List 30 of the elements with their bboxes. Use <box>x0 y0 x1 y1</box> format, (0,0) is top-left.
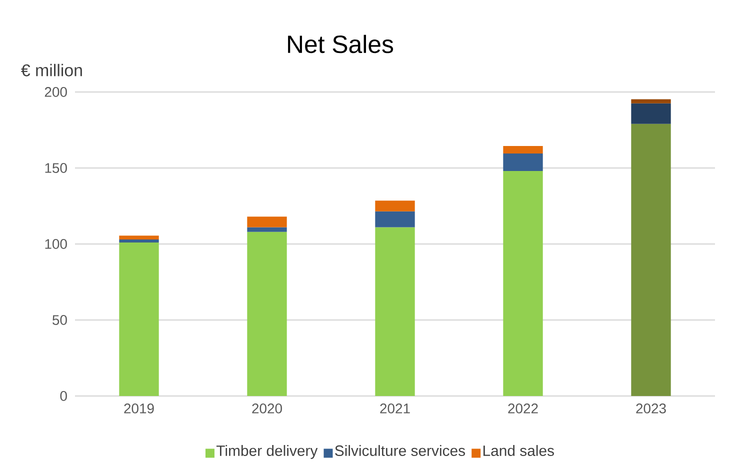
x-tick-label: 2023 <box>636 404 666 414</box>
y-axis-title: € million <box>21 64 82 76</box>
bar <box>119 236 159 240</box>
y-tick-label: 0 <box>60 391 67 401</box>
bar <box>503 146 543 154</box>
x-tick-label: 2021 <box>380 404 410 414</box>
y-tick-label: 150 <box>45 163 67 173</box>
bar <box>119 242 159 396</box>
bar <box>247 232 287 396</box>
bar <box>375 200 415 212</box>
legend-label: Land sales <box>483 445 554 456</box>
y-tick-label: 200 <box>44 87 67 97</box>
bar <box>375 211 415 228</box>
legend-label: Timber delivery <box>216 445 318 459</box>
bar <box>631 99 671 104</box>
bar <box>503 171 543 396</box>
bar <box>247 216 287 228</box>
x-tick-label: 2020 <box>252 404 282 414</box>
bar <box>503 154 543 172</box>
legend-label: Silviculture services <box>335 445 466 456</box>
x-tick-label: 2022 <box>508 404 538 414</box>
x-tick-label: 2019 <box>124 404 154 414</box>
chart-title: Net Sales <box>288 34 394 54</box>
bar <box>375 227 415 396</box>
bar <box>631 124 671 396</box>
bar <box>247 227 287 232</box>
bar <box>631 103 671 124</box>
bar <box>119 239 159 242</box>
y-tick-label: 50 <box>52 315 67 325</box>
y-tick-label: 100 <box>45 239 67 249</box>
